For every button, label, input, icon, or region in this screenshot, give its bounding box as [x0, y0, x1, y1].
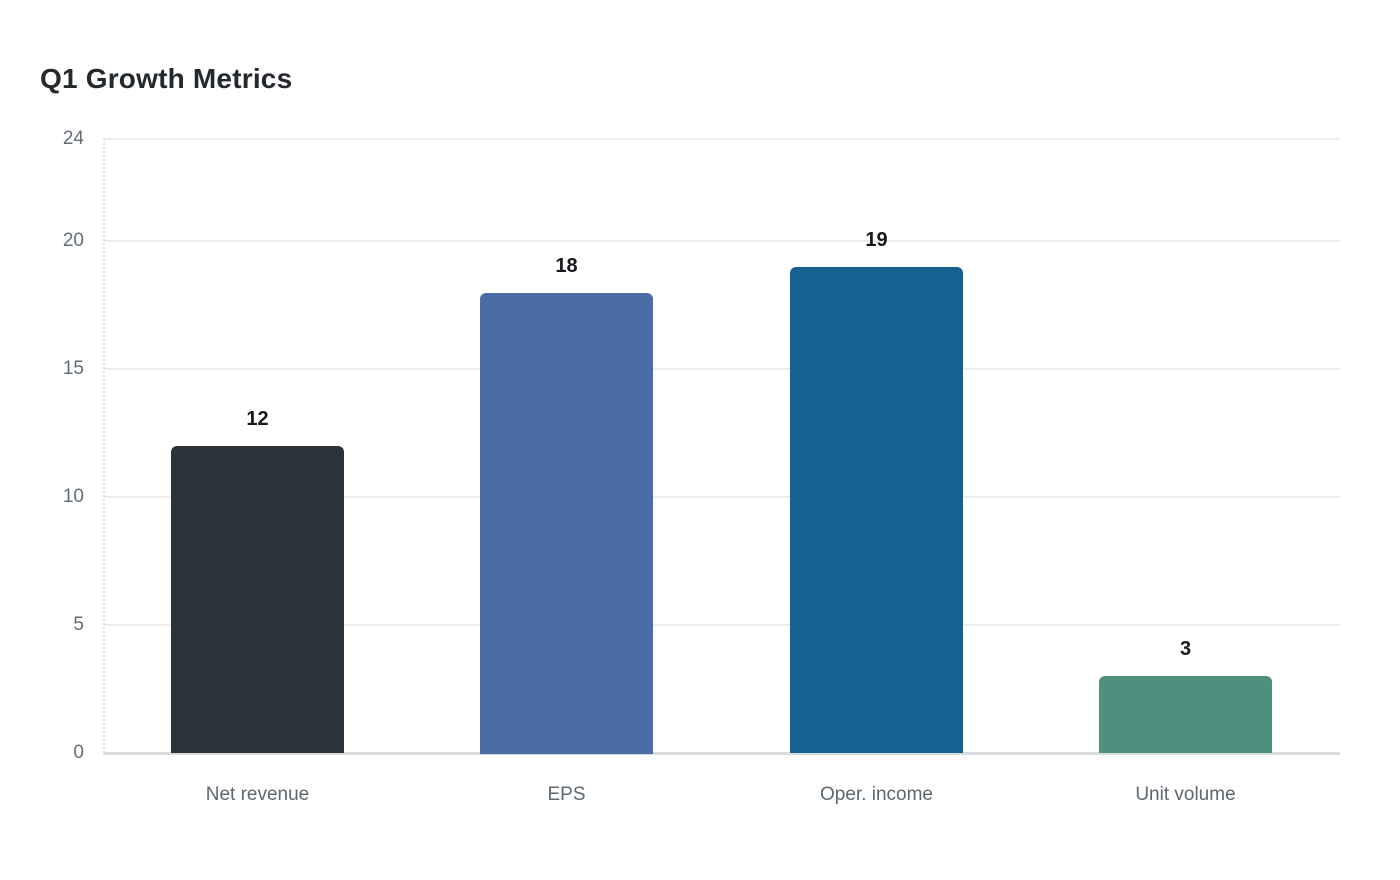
bar-value-label: 12	[246, 408, 269, 430]
x-category-label: Net revenue	[205, 784, 310, 805]
y-tick-label: 10	[62, 486, 84, 507]
y-axis-dotted-line	[103, 139, 105, 753]
y-tick-label: 24	[62, 128, 84, 149]
bar-oper-income	[790, 267, 963, 753]
bar-value-label: 18	[555, 255, 578, 277]
chart-title: Q1 Growth Metrics	[40, 63, 293, 94]
gridline	[103, 496, 1340, 498]
y-tick-label: 20	[62, 230, 84, 251]
y-tick-label: 0	[73, 742, 84, 763]
x-category-label: EPS	[547, 784, 586, 805]
bar-eps	[480, 293, 653, 754]
bar-unit-volume	[1099, 676, 1272, 753]
x-category-label: Unit volume	[1135, 784, 1236, 805]
gridline	[103, 368, 1340, 370]
y-tick-label: 5	[73, 614, 84, 635]
gridline	[103, 138, 1340, 140]
bar-net-revenue	[171, 446, 344, 753]
bar-value-label: 19	[865, 229, 888, 251]
y-tick-label: 15	[62, 358, 84, 379]
bar-value-label: 3	[1179, 638, 1192, 660]
gridline	[103, 624, 1340, 626]
gridline	[103, 240, 1340, 242]
gridline	[103, 752, 1340, 755]
x-category-label: Oper. income	[820, 784, 933, 805]
